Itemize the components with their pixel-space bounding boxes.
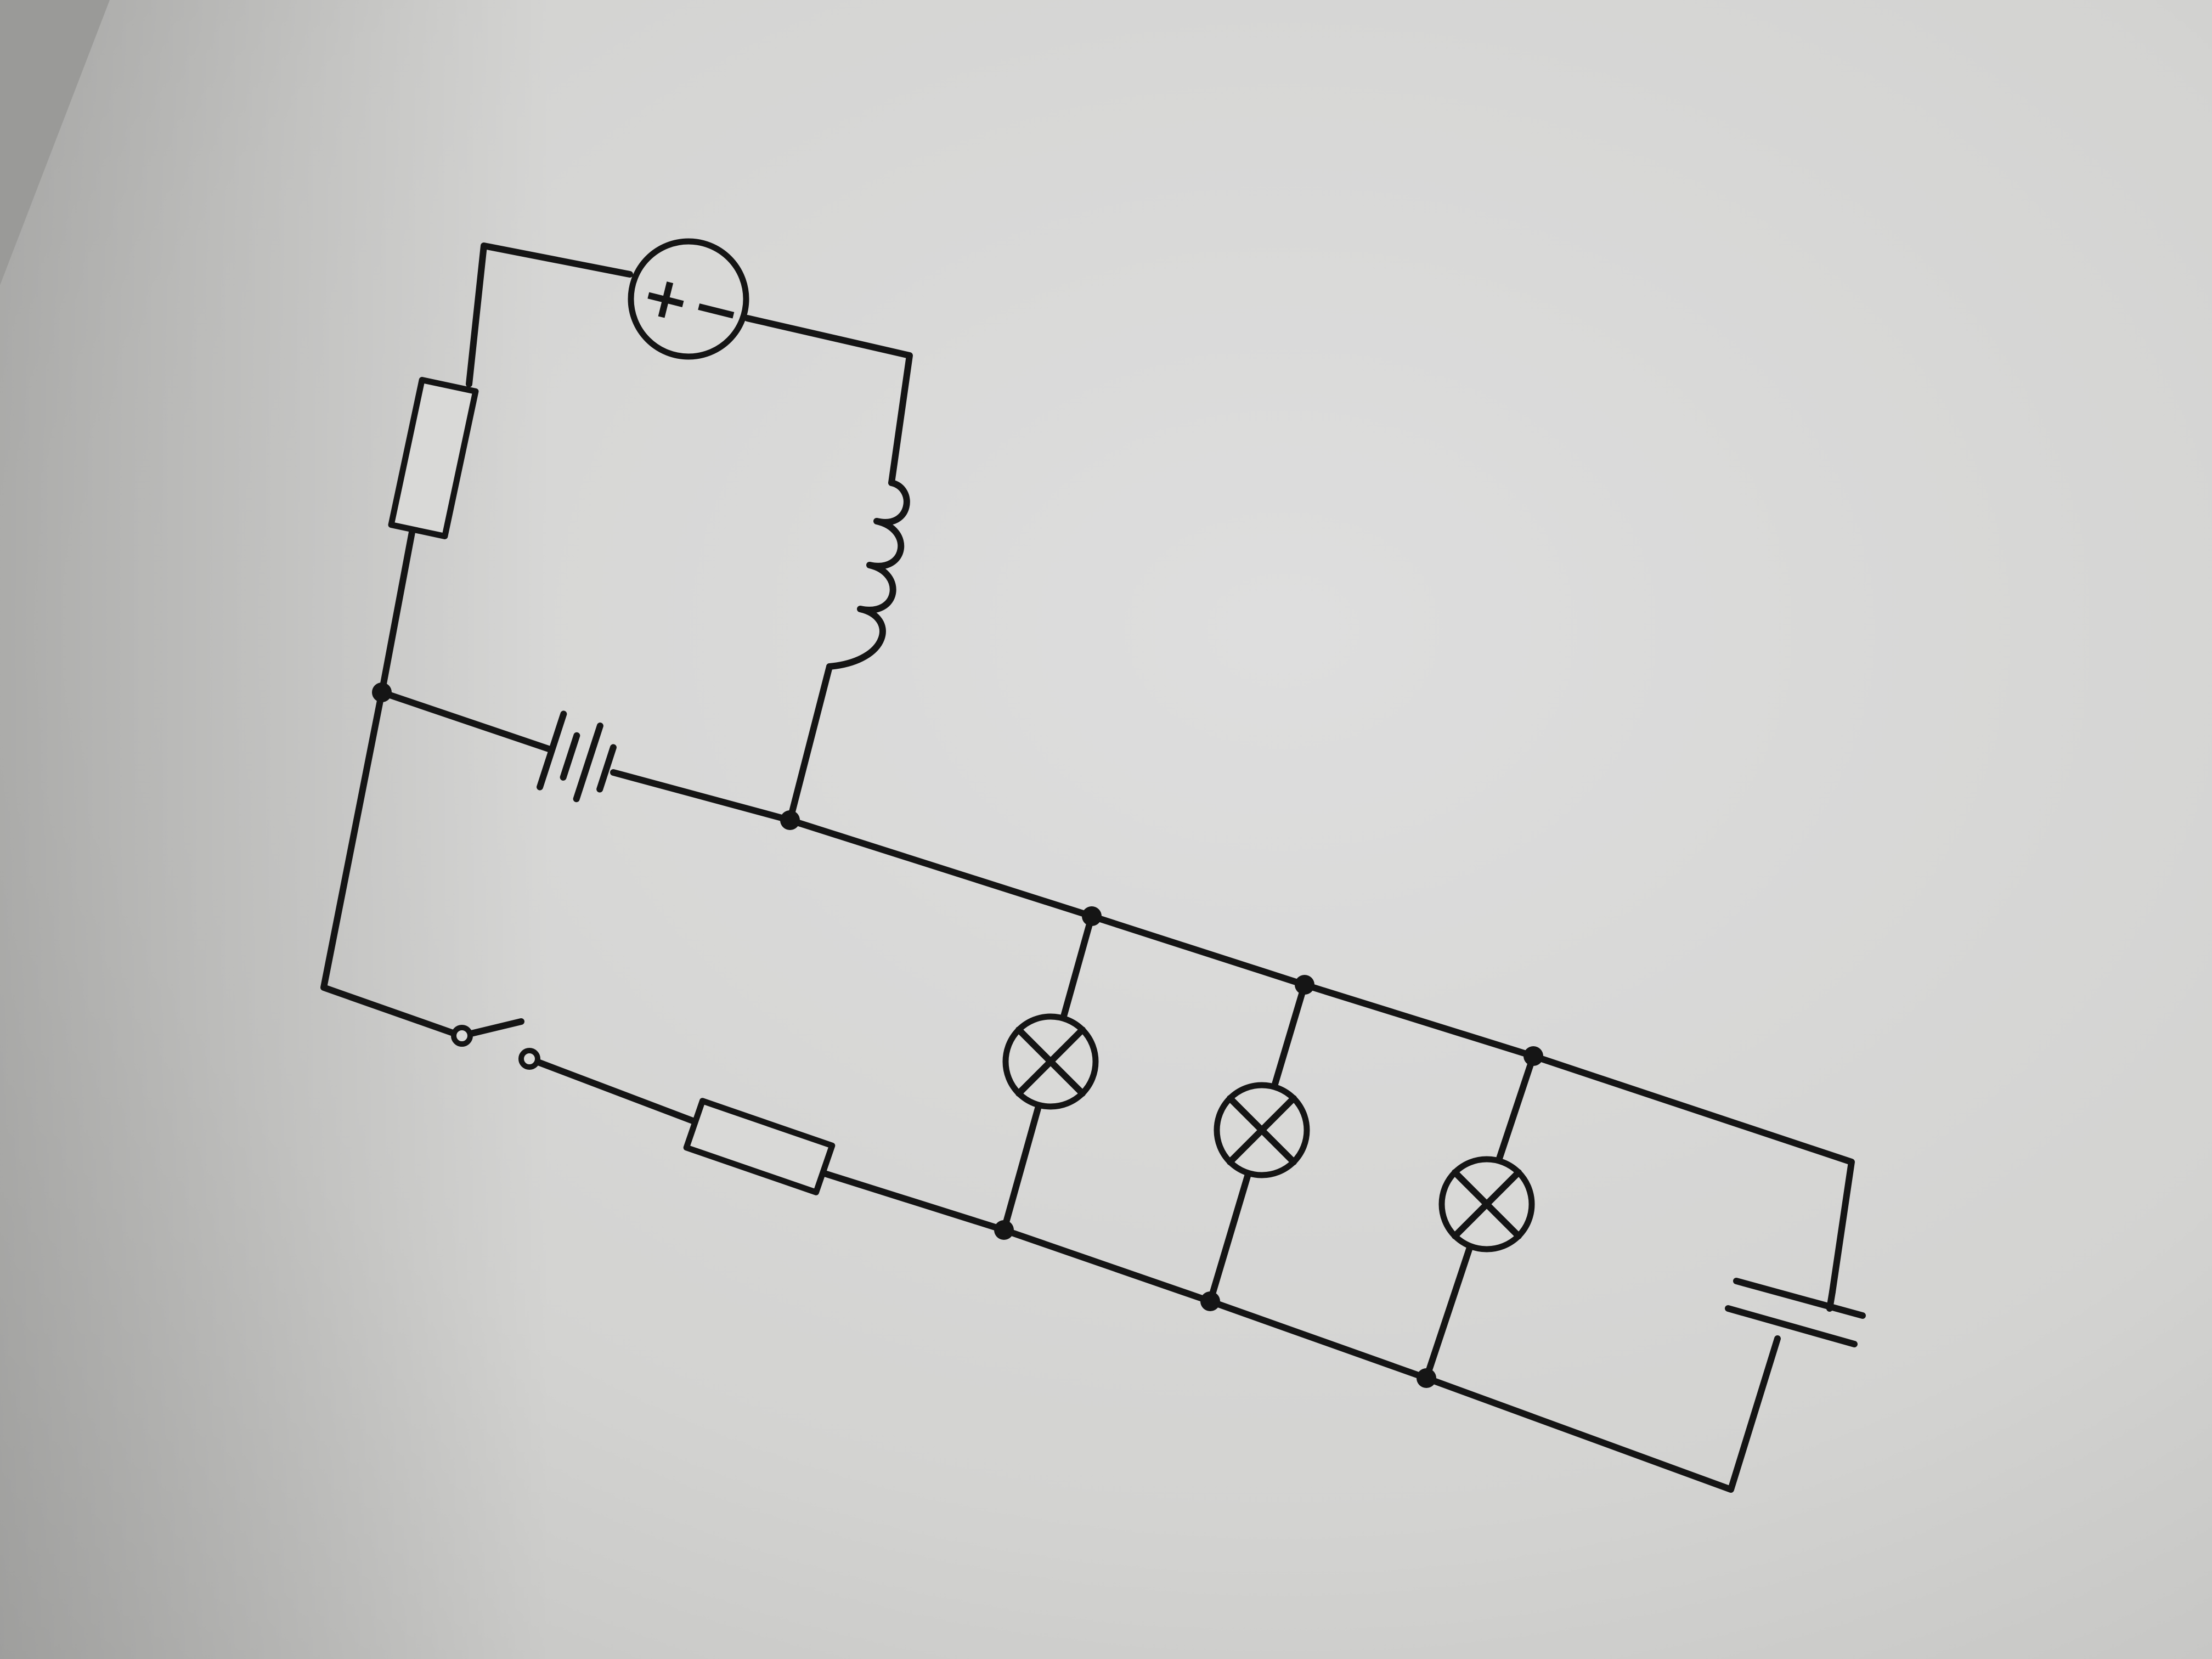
- wire-node-a-to-battery: [379, 689, 552, 752]
- wire-switch-to-resistor: [526, 1056, 699, 1125]
- junction-node: [1295, 975, 1314, 995]
- junction-node: [780, 810, 800, 830]
- junction-node: [994, 1220, 1014, 1240]
- coil-icon: [826, 479, 910, 670]
- wire-left-down: [320, 689, 464, 1039]
- circuit-diagram: + −: [320, 238, 1866, 1493]
- circle-plus-minus-icon: + −: [628, 238, 749, 360]
- junction-node: [1523, 1046, 1543, 1066]
- open-switch-icon: [451, 1018, 540, 1070]
- wire-resistor-to-bottom-rail: [820, 1170, 1007, 1233]
- resistor-rectangle-icon: [683, 1098, 836, 1195]
- lamp-cross-icon: [1438, 1156, 1535, 1252]
- wire-resistor-to-node-a: [379, 529, 415, 696]
- junction-node: [372, 682, 392, 702]
- resistor-rectangle-icon: [388, 377, 479, 539]
- wire-top-left: [466, 242, 633, 387]
- wire-top-right: [744, 315, 913, 486]
- lamp-cross-icon: [1002, 1013, 1099, 1110]
- junction-node: [1200, 1291, 1220, 1311]
- wire-inductor-to-node-b: [787, 663, 833, 823]
- top-rail: [787, 817, 1855, 1295]
- junction-node: [1082, 906, 1102, 926]
- lamp-cross-icon: [1214, 1082, 1310, 1178]
- capacitor-plates-icon: [1725, 1278, 1866, 1347]
- multi-cell-battery-icon: [537, 710, 617, 803]
- junction-node: [1417, 1368, 1436, 1388]
- wire-battery-to-node-b: [610, 769, 793, 823]
